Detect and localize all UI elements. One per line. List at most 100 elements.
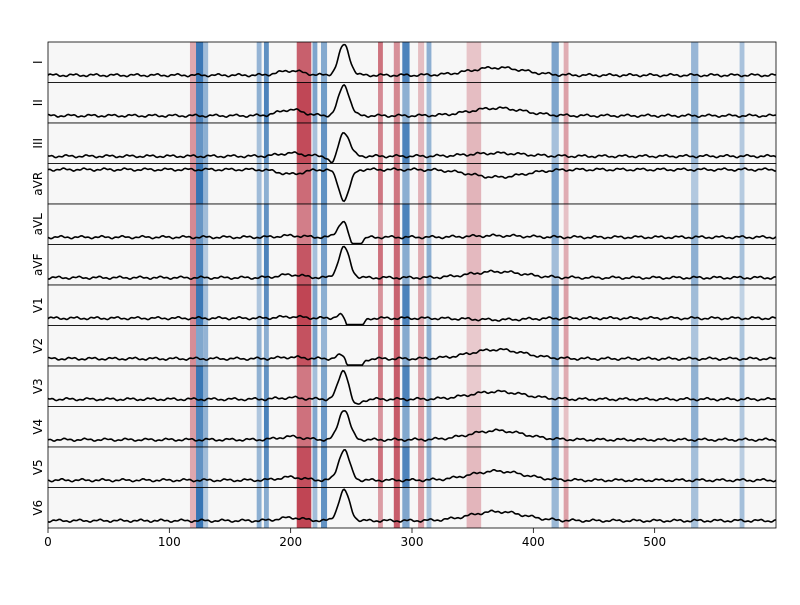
heat-band: [312, 366, 318, 407]
heat-band: [203, 406, 209, 447]
ecg-trace: [48, 409, 776, 443]
heat-band: [256, 82, 262, 123]
heat-band: [551, 163, 559, 204]
heat-band: [393, 487, 400, 528]
heat-band: [312, 406, 318, 447]
lead-label: V4: [31, 419, 45, 435]
heat-band: [563, 285, 569, 326]
heat-band: [296, 163, 312, 204]
heat-band: [426, 325, 432, 366]
heat-band: [563, 123, 569, 164]
heat-band: [739, 42, 745, 83]
heat-band: [321, 366, 328, 407]
heat-band: [321, 325, 328, 366]
x-tick-label: 500: [643, 535, 666, 549]
lead-label: II: [31, 99, 45, 106]
lead-label: I: [31, 60, 45, 64]
heat-bands: [189, 82, 745, 123]
lead-label: V3: [31, 378, 45, 394]
lead-panel-v3: V3: [31, 365, 777, 407]
heat-band: [378, 123, 383, 164]
heat-band: [378, 366, 383, 407]
heat-band: [563, 447, 569, 488]
heat-band: [402, 204, 410, 245]
heat-band: [563, 406, 569, 447]
lead-label: aVL: [31, 213, 45, 236]
ecg-trace: [48, 369, 776, 405]
heat-bands: [189, 447, 745, 488]
heatmap-background: [48, 447, 776, 488]
heat-band: [426, 285, 432, 326]
lead-panel-v5: V5: [31, 446, 777, 488]
heat-band: [263, 366, 269, 407]
heat-band: [418, 406, 425, 447]
lead-panel-avl: aVL: [31, 203, 777, 245]
heat-band: [256, 204, 262, 245]
heat-band: [563, 163, 569, 204]
heat-band: [393, 406, 400, 447]
heat-band: [196, 285, 204, 326]
heat-band: [263, 42, 269, 83]
heat-band: [256, 285, 262, 326]
x-tick-label: 300: [401, 535, 424, 549]
heat-band: [321, 204, 328, 245]
heat-band: [189, 487, 198, 528]
heat-band: [739, 447, 745, 488]
heat-band: [551, 123, 559, 164]
heat-band: [466, 123, 482, 164]
heat-band: [256, 325, 262, 366]
ecg-trace: [48, 245, 776, 281]
heat-band: [196, 163, 204, 204]
heat-band: [393, 447, 400, 488]
heat-band: [691, 487, 699, 528]
heat-bands: [189, 325, 745, 366]
heat-band: [418, 123, 425, 164]
heat-band: [393, 163, 400, 204]
heat-band: [466, 285, 482, 326]
heat-band: [256, 123, 262, 164]
heat-band: [551, 325, 559, 366]
heat-band: [466, 487, 482, 528]
heat-band: [312, 244, 318, 285]
heat-band: [189, 204, 198, 245]
heat-band: [402, 244, 410, 285]
heat-band: [256, 487, 262, 528]
heat-band: [189, 82, 198, 123]
ecg-trace: [48, 312, 776, 326]
heat-band: [418, 487, 425, 528]
heat-band: [402, 366, 410, 407]
heat-band: [189, 123, 198, 164]
heat-band: [402, 406, 410, 447]
heat-band: [263, 325, 269, 366]
heat-band: [189, 366, 198, 407]
heat-band: [426, 123, 432, 164]
heat-band: [203, 325, 209, 366]
heat-bands: [189, 244, 745, 285]
heat-band: [378, 285, 383, 326]
lead-panel-v4: V4: [31, 406, 777, 448]
heat-band: [256, 366, 262, 407]
heat-band: [203, 204, 209, 245]
heat-band: [321, 447, 328, 488]
heatmap-background: [48, 244, 776, 285]
heat-band: [189, 285, 198, 326]
heat-band: [426, 42, 432, 83]
heat-band: [402, 123, 410, 164]
heat-band: [196, 487, 204, 528]
heat-band: [296, 42, 312, 83]
heat-band: [466, 244, 482, 285]
heat-band: [312, 42, 318, 83]
ecg-trace: [48, 347, 776, 366]
heat-band: [393, 123, 400, 164]
heat-band: [378, 163, 383, 204]
heat-band: [551, 204, 559, 245]
heat-band: [551, 487, 559, 528]
heat-bands: [189, 123, 745, 164]
heatmap-background: [48, 204, 776, 245]
heat-band: [263, 447, 269, 488]
heat-band: [739, 82, 745, 123]
heat-band: [418, 366, 425, 407]
heat-bands: [189, 163, 745, 204]
heat-band: [296, 325, 312, 366]
heatmap-background: [48, 325, 776, 366]
